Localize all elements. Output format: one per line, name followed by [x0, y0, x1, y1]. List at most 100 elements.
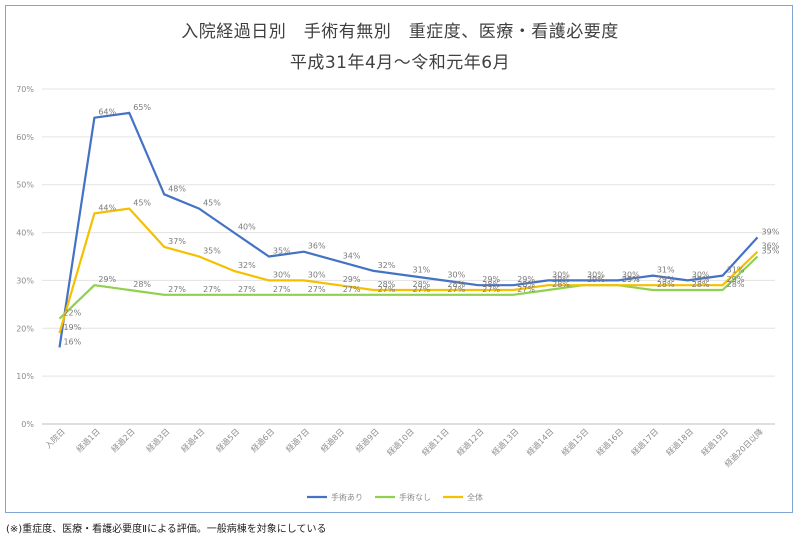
x-tick-label: 経過2日: [109, 426, 137, 454]
data-label: 45%: [133, 199, 151, 208]
data-label: 45%: [203, 199, 221, 208]
x-tick-label: 経過19日: [699, 426, 730, 457]
footnote: (※)重症度、医療・看護必要度Ⅱによる評価。一般病棟を対象にしている: [6, 524, 327, 535]
data-label: 28%: [413, 280, 431, 289]
data-label: 29%: [622, 275, 640, 284]
data-label: 39%: [762, 227, 780, 236]
data-label: 28%: [657, 280, 675, 289]
data-label: 29%: [622, 275, 640, 284]
data-label: 29%: [517, 275, 535, 284]
chart-frame: [5, 5, 793, 513]
data-label: 28%: [552, 280, 570, 289]
data-label: 44%: [98, 203, 116, 212]
y-tick-label: 70%: [16, 85, 34, 94]
x-tick-label: 経過12日: [454, 426, 485, 457]
data-label: 64%: [98, 108, 116, 117]
legend-label: 手術あり: [331, 492, 363, 502]
x-tick-label: 経過17日: [629, 426, 660, 457]
chart-subtitle: 平成31年4月～令和元年6月: [289, 53, 511, 73]
data-label: 30%: [692, 270, 710, 279]
data-label: 29%: [727, 275, 745, 284]
data-label: 28%: [727, 280, 745, 289]
x-tick-label: 経過13日: [489, 426, 520, 457]
data-label: 29%: [343, 275, 361, 284]
chart-title: 入院経過日別 手術有無別 重症度、医療・看護必要度: [181, 22, 619, 42]
data-label: 27%: [203, 285, 221, 294]
x-tick-label: 経過10日: [385, 426, 416, 457]
x-tick-label: 経過14日: [524, 426, 555, 457]
x-tick-label: 経過6日: [249, 426, 277, 454]
data-label: 31%: [727, 266, 745, 275]
x-tick-label: 経過18日: [664, 426, 695, 457]
data-label: 19%: [63, 323, 81, 332]
data-label: 31%: [413, 266, 431, 275]
data-label: 30%: [308, 270, 326, 279]
data-label: 40%: [238, 223, 256, 232]
line-chart: 0%10%20%30%40%50%60%70%入院日 経過1日 経過2日 経過3日 経過…: [16, 85, 780, 502]
data-label: 28%: [378, 280, 396, 289]
data-label: 35%: [273, 247, 291, 256]
data-label: 27%: [343, 285, 361, 294]
y-tick-label: 50%: [16, 181, 34, 190]
data-label: 29%: [587, 275, 605, 284]
data-label: 29%: [482, 275, 500, 284]
data-label: 28%: [133, 280, 151, 289]
data-label: 48%: [168, 184, 186, 193]
data-label: 27%: [238, 285, 256, 294]
data-label: 30%: [552, 270, 570, 279]
data-label: 28%: [482, 280, 500, 289]
data-label: 34%: [343, 251, 361, 260]
data-label: 27%: [447, 285, 465, 294]
data-label: 27%: [168, 285, 186, 294]
data-label: 30%: [622, 270, 640, 279]
legend-label: 全体: [467, 492, 483, 502]
data-label: 29%: [552, 275, 570, 284]
x-tick-label: 経過16日: [594, 426, 625, 457]
data-label: 32%: [378, 261, 396, 270]
data-label: 32%: [238, 261, 256, 270]
x-tick-label: 経過8日: [318, 426, 346, 454]
data-label: 28%: [517, 280, 535, 289]
y-tick-label: 40%: [16, 229, 34, 238]
x-tick-label: 経過15日: [559, 426, 590, 457]
data-label: 16%: [63, 337, 81, 346]
y-tick-label: 60%: [16, 133, 34, 142]
data-label: 30%: [447, 270, 465, 279]
data-label: 29%: [657, 275, 675, 284]
series-line-3: [58, 207, 759, 334]
y-tick-label: 10%: [16, 372, 34, 381]
data-label: 27%: [517, 285, 535, 294]
x-tick-label: 経過3日: [144, 426, 172, 454]
data-label: 37%: [168, 237, 186, 246]
data-label: 27%: [378, 285, 396, 294]
data-label: 28%: [447, 280, 465, 289]
data-label: 30%: [587, 270, 605, 279]
x-tick-label: 経過7日: [284, 426, 312, 454]
data-label: 29%: [98, 275, 116, 284]
y-tick-label: 20%: [16, 324, 34, 333]
data-label: 36%: [308, 242, 326, 251]
data-label: 31%: [657, 266, 675, 275]
x-tick-label: 経過5日: [214, 426, 242, 454]
data-label: 29%: [587, 275, 605, 284]
series-line-1: [58, 111, 759, 348]
data-label: 27%: [413, 285, 431, 294]
data-label: 27%: [482, 285, 500, 294]
data-label: 35%: [203, 247, 221, 256]
x-tick-label: 経過1日: [74, 426, 102, 454]
data-label: 28%: [692, 280, 710, 289]
x-tick-label: 経過11日: [420, 426, 451, 457]
x-tick-label: 経過4日: [179, 426, 207, 454]
data-label: 65%: [133, 103, 151, 112]
y-tick-label: 30%: [16, 276, 34, 285]
legend-label: 手術なし: [399, 492, 431, 502]
x-tick-label: 経過9日: [353, 426, 381, 454]
data-label: 27%: [273, 285, 291, 294]
data-label: 35%: [762, 247, 780, 256]
data-label: 22%: [63, 309, 81, 318]
y-tick-label: 0%: [21, 420, 34, 429]
series-line-2: [58, 255, 759, 320]
x-tick-label: 入院日: [43, 426, 67, 450]
data-label: 29%: [692, 275, 710, 284]
data-label: 27%: [308, 285, 326, 294]
